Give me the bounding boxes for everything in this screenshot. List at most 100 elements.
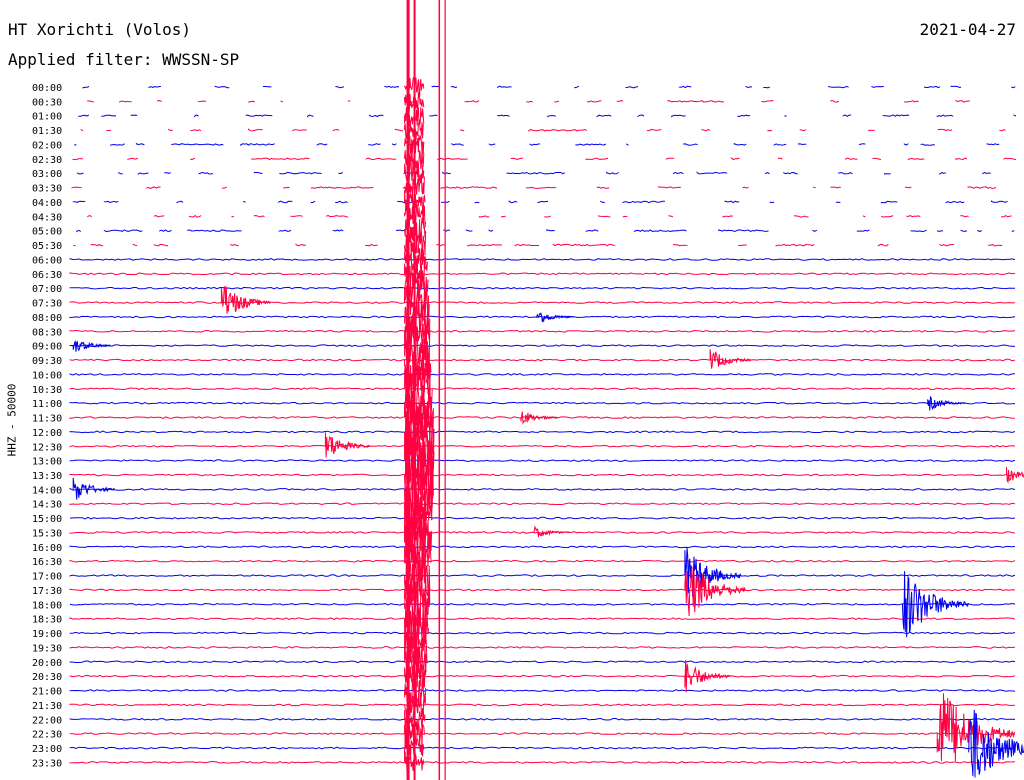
event-waveform <box>220 285 271 314</box>
row-time-label: 10:00 <box>32 370 62 381</box>
event-waveform <box>520 411 559 425</box>
trace-row <box>80 128 1006 132</box>
row-time-label: 12:30 <box>32 442 62 453</box>
large-event-saturation <box>444 0 446 780</box>
row-time-label: 06:00 <box>32 255 62 266</box>
trace-row <box>69 502 1016 506</box>
trace-row <box>69 401 1016 405</box>
trace-row <box>69 315 1016 319</box>
station-title: HT Xorichti (Volos) <box>8 20 192 39</box>
event-waveform <box>684 659 731 693</box>
trace-row <box>78 114 1017 118</box>
trace-row <box>69 329 1016 333</box>
row-time-label: 14:30 <box>32 500 62 511</box>
row-time-label: 23:00 <box>32 744 62 755</box>
trace-row <box>74 142 1000 147</box>
trace-row <box>69 732 1016 735</box>
row-time-label: 02:00 <box>32 140 62 151</box>
trace-row <box>69 286 1015 290</box>
row-time-label: 22:30 <box>32 730 62 741</box>
event-waveform <box>536 312 574 323</box>
trace-row <box>69 660 1016 664</box>
row-time-label: 03:00 <box>32 169 62 180</box>
row-time-label: 04:30 <box>32 212 62 223</box>
row-time-label: 00:00 <box>32 83 62 94</box>
event-waveform <box>968 709 1024 778</box>
row-time-label: 09:30 <box>32 356 62 367</box>
trace-row <box>87 99 971 103</box>
trace-row <box>69 531 1016 534</box>
trace-row <box>87 214 1012 218</box>
trace-row <box>69 473 1016 477</box>
trace-row <box>69 358 1016 362</box>
row-time-label: 08:30 <box>32 327 62 338</box>
row-time-label: 04:00 <box>32 198 62 209</box>
trace-row <box>69 746 1016 750</box>
row-time-label: 18:00 <box>32 600 62 611</box>
large-event-saturation <box>406 0 410 780</box>
event-waveform <box>533 525 570 537</box>
row-time-label: 10:30 <box>32 385 62 396</box>
trace-row <box>69 588 1016 592</box>
row-time-label: 01:30 <box>32 126 62 137</box>
trace-row <box>73 243 1003 247</box>
row-time-label: 18:30 <box>32 615 62 626</box>
trace-row <box>82 85 1016 89</box>
large-event-saturation <box>413 0 416 780</box>
trace-row <box>76 171 991 175</box>
row-time-label: 12:00 <box>32 428 62 439</box>
trace-row <box>69 602 1016 606</box>
event-waveform <box>1006 466 1024 484</box>
trace-row <box>69 444 1016 448</box>
row-time-label: 09:00 <box>32 342 62 353</box>
row-time-label: 21:00 <box>32 687 62 698</box>
trace-row <box>69 761 1016 764</box>
row-time-label: 15:30 <box>32 528 62 539</box>
row-time-label: 19:00 <box>32 629 62 640</box>
trace-row <box>72 200 1008 204</box>
trace-row <box>69 459 1016 462</box>
large-event-saturation <box>438 0 441 780</box>
row-time-label: 08:00 <box>32 313 62 324</box>
row-time-label: 20:30 <box>32 672 62 683</box>
trace-row <box>72 157 1017 161</box>
trace-row <box>69 487 1016 491</box>
row-time-label: 07:00 <box>32 284 62 295</box>
row-time-label: 21:30 <box>32 701 62 712</box>
trace-row <box>69 344 1016 348</box>
event-waveform <box>902 571 969 638</box>
event-waveform <box>324 432 370 458</box>
trace-row <box>69 516 1016 520</box>
trace-row <box>69 559 1016 563</box>
trace-row <box>69 272 1016 276</box>
row-time-label: 16:30 <box>32 557 62 568</box>
row-time-label: 00:30 <box>32 97 62 108</box>
event-waveform <box>684 566 746 617</box>
row-time-label: 11:30 <box>32 414 62 425</box>
row-time-label: 07:30 <box>32 299 62 310</box>
row-time-label: 05:30 <box>32 241 62 252</box>
row-time-label: 19:30 <box>32 643 62 654</box>
row-time-label: 20:00 <box>32 658 62 669</box>
event-waveform <box>709 349 751 369</box>
event-waveform <box>72 340 111 352</box>
trace-row <box>69 703 1016 707</box>
row-time-label: 15:00 <box>32 514 62 525</box>
row-time-label: 16:00 <box>32 543 62 554</box>
event-waveform <box>72 477 115 500</box>
row-time-label: 02:30 <box>32 155 62 166</box>
row-time-label: 03:30 <box>32 184 62 195</box>
row-time-label: 17:00 <box>32 572 62 583</box>
date-label: 2021-04-27 <box>919 20 1016 39</box>
trace-row <box>69 430 1016 434</box>
row-time-label: 13:30 <box>32 471 62 482</box>
row-time-label: 22:00 <box>32 715 62 726</box>
trace-row <box>69 258 1016 261</box>
row-time-label: 17:30 <box>32 586 62 597</box>
trace-row <box>69 617 1016 621</box>
row-time-label: 13:00 <box>32 457 62 468</box>
row-time-label: 05:00 <box>32 227 62 238</box>
trace-row <box>69 574 1016 577</box>
row-time-label: 23:30 <box>32 758 62 769</box>
